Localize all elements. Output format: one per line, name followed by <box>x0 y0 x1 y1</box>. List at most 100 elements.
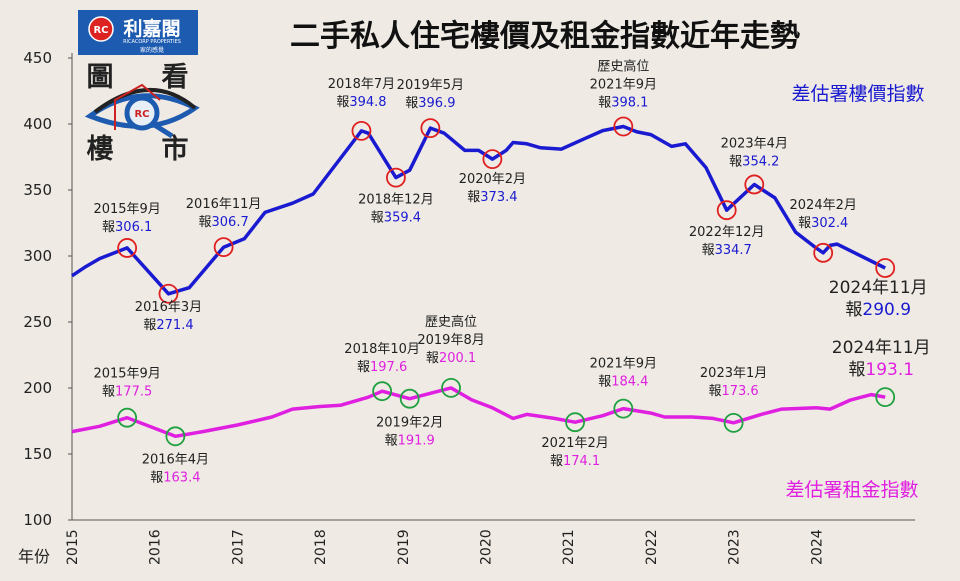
annotation-value-line: 報394.8 <box>336 95 386 110</box>
price-marker <box>420 118 441 138</box>
annotation-value: 174.1 <box>563 454 600 469</box>
annotation-label: 2019年2月 <box>376 416 443 431</box>
price-marker <box>613 116 634 137</box>
x-tick-label: 2018 <box>313 529 329 565</box>
annotation-prefix: 報 <box>102 385 115 400</box>
annotation-value-line: 報200.1 <box>426 351 476 366</box>
annotation-value: 306.7 <box>212 215 249 230</box>
annotation-value: 163.4 <box>163 470 200 485</box>
annotation-value: 200.1 <box>439 351 476 366</box>
annotation-value-line: 報197.6 <box>357 360 407 375</box>
annotation-prefix: 報 <box>426 351 439 366</box>
annotation-value: 334.7 <box>715 243 752 258</box>
svg-text:樓: 樓 <box>87 134 114 165</box>
svg-text:RC: RC <box>134 109 149 120</box>
annotation-prefix: 報 <box>143 318 156 333</box>
annotation-value: 354.2 <box>742 154 779 169</box>
annotation-value: 177.5 <box>115 385 152 400</box>
price-marker <box>351 120 372 141</box>
svg-text:利嘉閣: 利嘉閣 <box>123 18 180 40</box>
annotation-label: 2015年9月 <box>93 367 160 382</box>
annotation-value: 173.6 <box>721 384 758 399</box>
x-tick-label: 2019 <box>396 529 412 565</box>
annotation-value-line: 報334.7 <box>702 243 752 258</box>
annotation-value: 359.4 <box>384 211 421 226</box>
price-marker <box>716 200 737 221</box>
svg-text:市: 市 <box>162 133 189 165</box>
annotation-value: 396.9 <box>418 96 455 111</box>
annotation-label: 2015年9月 <box>93 202 160 217</box>
annotation-value-line: 報373.4 <box>467 190 517 205</box>
annotation-label: 2024年11月 <box>829 278 928 298</box>
price-marker <box>213 237 234 258</box>
annotation-value-line: 報302.4 <box>798 216 848 231</box>
annotation-label: 2016年4月 <box>142 452 209 467</box>
annotation-prefix: 報 <box>845 300 862 320</box>
annotation-value: 184.4 <box>611 375 648 390</box>
annotation-label: 2018年10月 <box>344 342 420 357</box>
annotation-value-line: 報193.1 <box>848 360 914 380</box>
annotation-value-line: 報163.4 <box>150 470 200 485</box>
svg-text:RICACORP PROPERTIES: RICACORP PROPERTIES <box>123 39 181 45</box>
y-tick-label: 350 <box>23 181 52 199</box>
annotation-prefix: 報 <box>467 190 480 205</box>
annotation-label: 2019年5月 <box>397 78 464 93</box>
annotation-value: 398.1 <box>611 96 648 111</box>
annotation-label: 2024年2月 <box>790 198 857 213</box>
annotation-value-line: 報184.4 <box>598 375 648 390</box>
annotation-value-line: 報306.7 <box>198 215 248 230</box>
legend-rent: 差估署租金指數 <box>785 479 918 501</box>
annotation-label: 2016年11月 <box>186 197 262 212</box>
price-marker <box>875 258 896 278</box>
rent-marker <box>613 398 634 419</box>
annotation-prefix: 報 <box>102 220 115 235</box>
annotation-prefix: 報 <box>371 211 384 226</box>
annotation-prefix: 報 <box>598 375 611 390</box>
x-tick-label: 2020 <box>479 529 495 565</box>
annotation-prefix: 報 <box>550 454 563 469</box>
ricacorp-logo: RC 利嘉閣 RICACORP PROPERTIES 家的感覺 <box>78 10 198 55</box>
annotation-value-line: 報396.9 <box>405 96 455 111</box>
annotation-label: 2024年11月 <box>832 338 931 358</box>
annotation-prefix: 報 <box>702 243 715 258</box>
rent-marker <box>165 426 186 447</box>
y-tick-label: 100 <box>23 511 52 529</box>
price-marker <box>386 167 406 188</box>
annotation-value: 193.1 <box>865 360 914 380</box>
annotation-value-line: 報290.9 <box>845 300 911 320</box>
annotation-label: 2018年7月 <box>328 77 395 92</box>
rent-marker <box>399 388 420 409</box>
annotation-label: 2023年1月 <box>700 366 767 381</box>
annotation-prefix: 報 <box>405 96 418 111</box>
annotation-prefix: 報 <box>598 96 611 111</box>
rent-marker <box>875 387 896 408</box>
annotation-prefix: 報 <box>336 95 349 110</box>
annotation-value-line: 報173.6 <box>708 384 758 399</box>
annotation-value-line: 報354.2 <box>729 154 779 169</box>
x-axis-label: 年份 <box>18 547 50 566</box>
annotation-label: 2021年2月 <box>541 436 608 451</box>
x-tick-label: 2017 <box>230 529 246 565</box>
annotation-value: 197.6 <box>370 360 407 375</box>
price-marker <box>117 238 138 258</box>
annotation-value: 271.4 <box>156 318 193 333</box>
annotation-label: 2022年12月 <box>689 225 765 240</box>
y-tick-label: 150 <box>23 445 52 463</box>
rent-marker <box>441 377 461 398</box>
svg-text:看: 看 <box>162 62 189 93</box>
annotation-prefix: 報 <box>848 360 865 380</box>
annotation-prefix: 報 <box>357 360 370 375</box>
rent-marker <box>723 412 744 433</box>
annotation-prefix: 報 <box>798 216 811 231</box>
